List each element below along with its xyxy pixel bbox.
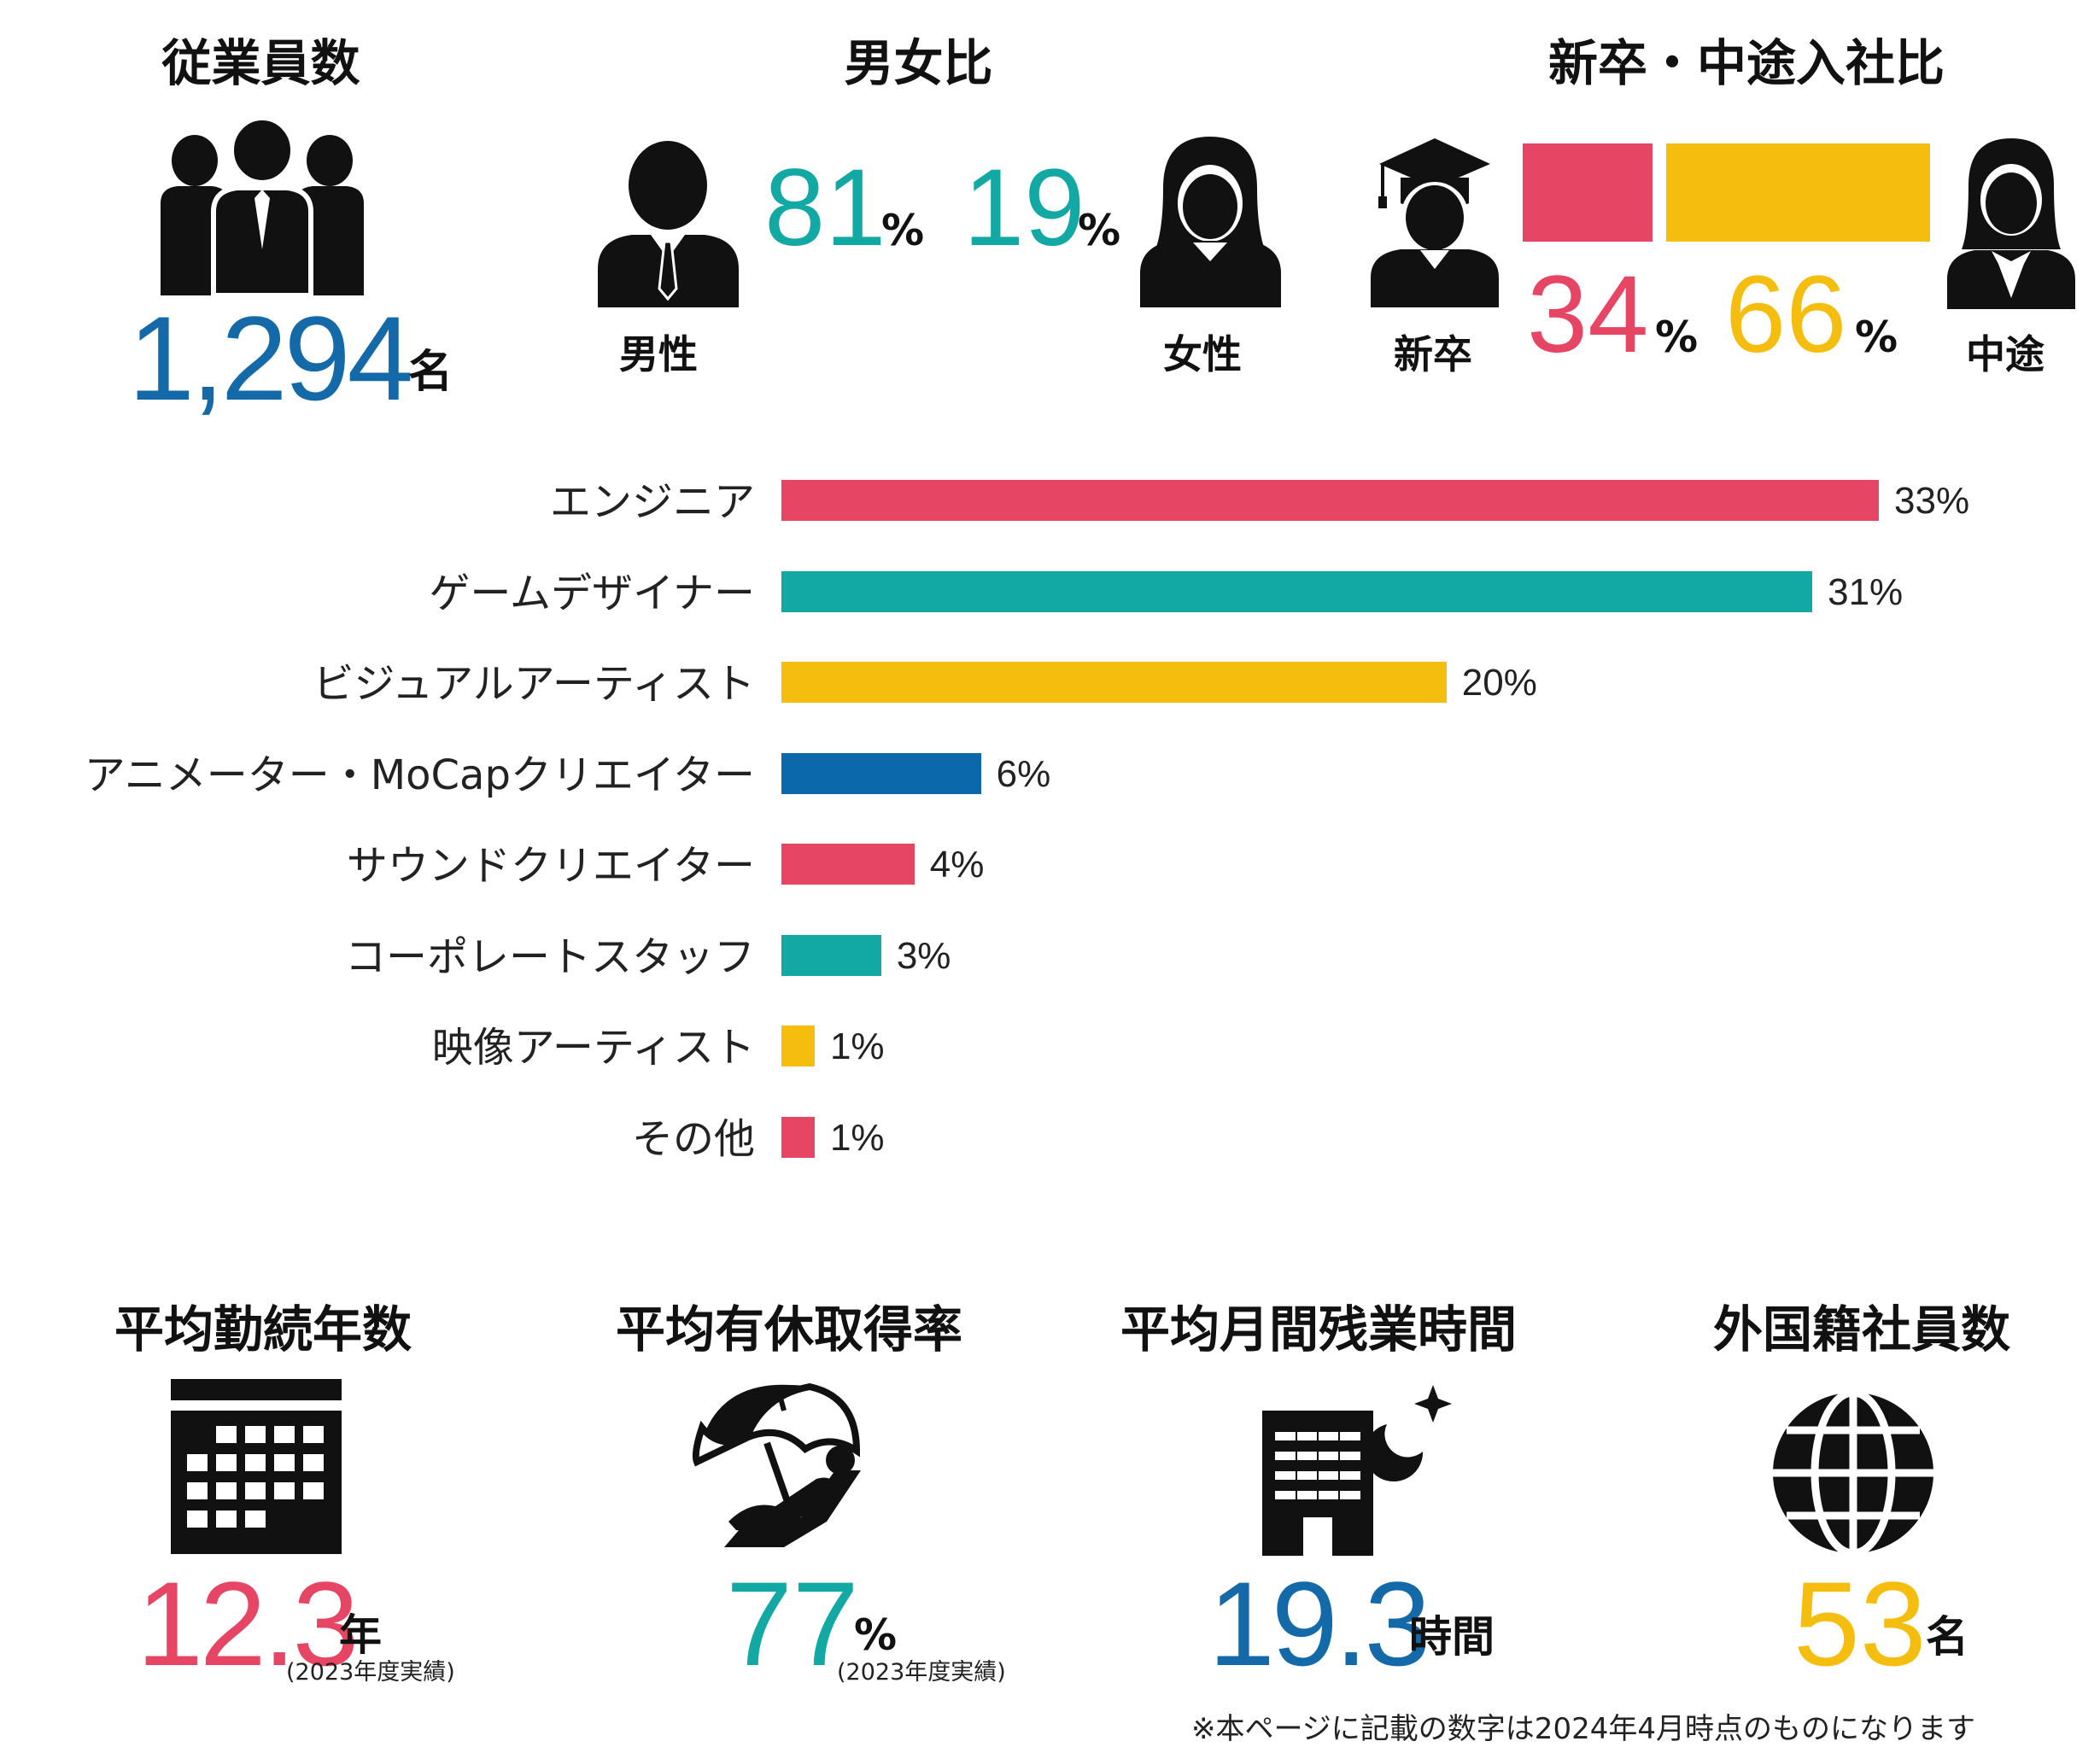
new-grad-pct-unit: % <box>1655 313 1699 362</box>
hire-title: 新卒・中途入社比 <box>1524 38 1968 96</box>
leave-note: (2023年度実績) <box>837 1659 1006 1686</box>
category-label: コーポレートスタッフ <box>344 932 755 981</box>
male-pct-unit: % <box>881 206 925 255</box>
leave-value: 77 <box>726 1557 859 1691</box>
category-label: アニメーター・MoCapクリエイター <box>84 751 755 799</box>
employees-value: 1,294 <box>128 291 413 425</box>
calendar-icon <box>171 1379 342 1554</box>
female-person-icon <box>1140 137 1281 307</box>
bar-value-label: 1% <box>829 1116 885 1159</box>
male-label: 男性 <box>619 331 698 377</box>
night-office-icon <box>1262 1385 1452 1556</box>
category-label: 映像アーティスト <box>431 1024 755 1072</box>
male-person-icon <box>598 141 739 307</box>
overtime-value: 19.3 <box>1208 1557 1430 1691</box>
tenure-title: 平均勤続年数 <box>31 1305 495 1363</box>
mid-career-ratio-bar <box>1666 143 1930 242</box>
graduate-icon <box>1371 138 1499 307</box>
bar-value-label: 20% <box>1461 662 1537 704</box>
tenure-unit: 年 <box>339 1610 382 1660</box>
footnote: ※本ページに記載の数字は2024年4月時点のものになります <box>1191 1712 1975 1746</box>
new-grad-pct: 34 <box>1527 254 1649 376</box>
globe-icon <box>1773 1388 1933 1557</box>
male-pct: 81 <box>764 147 886 269</box>
bar-value-label: 33% <box>1894 480 1970 522</box>
job-category-bar-chart: エンジニア 33% ゲームデザイナー 31% ビジュアルアーティスト 20% アニメーター・… <box>84 478 1970 1163</box>
bar-value-label: 3% <box>896 934 951 977</box>
bar-value-label: 1% <box>829 1026 885 1067</box>
gender-title: 男女比 <box>818 38 1019 96</box>
bar-value-label: 31% <box>1828 570 1904 613</box>
category-label: ビジュアルアーティスト <box>313 660 755 708</box>
mid-career-label: 中途 <box>1966 331 2044 377</box>
employees-title: 従業員数 <box>126 38 395 96</box>
category-label: エンジニア <box>549 478 755 526</box>
mid-career-pct: 66 <box>1725 254 1847 376</box>
businesswoman-icon <box>1947 138 2075 309</box>
category-label: その他 <box>631 1114 755 1163</box>
female-label: 女性 <box>1163 331 1242 377</box>
employees-unit: 名 <box>408 347 453 398</box>
tenure-note: (2023年度実績) <box>286 1659 455 1686</box>
bar-value-label: 6% <box>996 752 1051 795</box>
leave-title: 平均有休取得率 <box>581 1305 997 1363</box>
bar <box>781 662 1447 703</box>
overtime-unit: 時間 <box>1409 1612 1495 1662</box>
category-label: ゲームデザイナー <box>429 569 755 617</box>
bar-value-label: 4% <box>929 844 985 885</box>
foreign-value: 53 <box>1793 1557 1927 1691</box>
tenure-value: 12.3 <box>137 1557 359 1691</box>
female-pct-unit: % <box>1078 206 1121 255</box>
mid-career-pct-unit: % <box>1855 313 1898 362</box>
bar <box>781 480 1879 521</box>
foreign-unit: 名 <box>1926 1612 1968 1662</box>
female-pct: 19 <box>963 147 1085 269</box>
leave-unit: % <box>854 1610 898 1660</box>
new-grad-ratio-bar <box>1523 143 1653 242</box>
bar <box>781 1026 815 1066</box>
bar <box>781 934 881 976</box>
new-grad-label: 新卒 <box>1394 331 1472 377</box>
category-label: サウンドクリエイター <box>346 842 755 890</box>
beach-umbrella-icon <box>692 1382 861 1547</box>
bar <box>781 1116 815 1158</box>
foreign-title: 外国籍社員数 <box>1678 1305 2045 1363</box>
bar <box>781 752 981 794</box>
bar <box>781 844 915 885</box>
bar <box>781 570 1813 612</box>
people-group-icon <box>161 115 364 298</box>
overtime-title: 平均月間残業時間 <box>1091 1305 1546 1363</box>
